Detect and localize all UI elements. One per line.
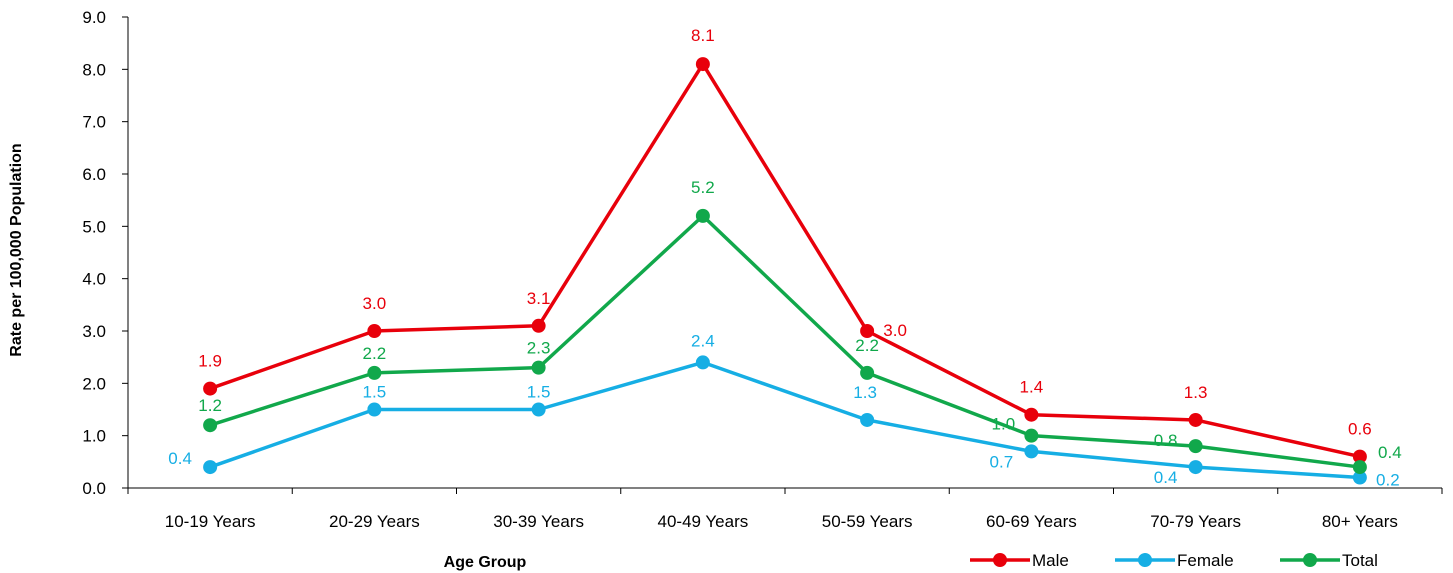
data-point — [367, 324, 382, 338]
data-point — [367, 365, 382, 380]
data-point — [203, 460, 218, 475]
series-line — [209, 62, 1361, 459]
data-label-male: 3.0 — [883, 321, 907, 340]
legend-label: Total — [1342, 551, 1378, 570]
data-point — [860, 412, 875, 427]
data-label-total: 0.4 — [1378, 443, 1402, 462]
x-tick-label: 30-39 Years — [493, 512, 584, 531]
data-label-total: 5.2 — [691, 178, 715, 197]
legend: Male Female Total — [970, 551, 1378, 570]
data-label-female: 0.4 — [168, 449, 192, 468]
x-tick-label: 40-49 Years — [658, 512, 749, 531]
x-tick-label: 20-29 Years — [329, 512, 420, 531]
data-point — [1188, 412, 1203, 427]
y-tick-label: 7.0 — [82, 113, 106, 132]
legend-marker — [1138, 553, 1152, 567]
y-tick-label: 8.0 — [82, 60, 106, 79]
series-male — [203, 57, 1367, 464]
legend-item-male: Male — [970, 551, 1069, 570]
x-tick-label: 10-19 Years — [165, 512, 256, 531]
data-label-male: 1.9 — [198, 352, 222, 371]
y-tick-label: 4.0 — [82, 270, 106, 289]
data-label-female: 0.4 — [1154, 468, 1178, 487]
series-female — [203, 355, 1367, 485]
x-tick-label: 80+ Years — [1322, 512, 1398, 531]
legend-item-female: Female — [1115, 551, 1234, 570]
data-label-male: 1.3 — [1184, 383, 1208, 402]
data-label-total: 2.2 — [363, 344, 387, 363]
x-axis-title: Age Group — [444, 554, 527, 571]
y-axis: 0.0 1.0 2.0 3.0 4.0 5.0 6.0 7.0 8.0 9.0 — [82, 8, 129, 498]
data-label-total: 2.3 — [527, 339, 551, 358]
y-tick-label: 2.0 — [82, 374, 106, 393]
series-layer — [203, 57, 1367, 485]
x-tick-label: 50-59 Years — [822, 512, 913, 531]
data-point — [1352, 470, 1367, 485]
data-point — [531, 318, 546, 333]
series-line — [209, 214, 1361, 469]
data-label-female: 1.5 — [527, 383, 551, 402]
x-axis: 10-19 Years 20-29 Years 30-39 Years 40-49 Y… — [127, 487, 1443, 531]
series-total — [203, 208, 1367, 475]
x-tick-label: 60-69 Years — [986, 512, 1077, 531]
legend-marker — [993, 553, 1007, 567]
data-label-total: 1.2 — [198, 396, 222, 415]
data-point — [860, 324, 875, 338]
data-labels: 1.9 3.0 3.1 8.1 3.0 1.4 1.3 0.6 0.4 1.5 1.5 2.4 1.3 0… — [168, 26, 1401, 489]
data-label-male: 8.1 — [691, 26, 715, 45]
data-point — [695, 57, 710, 72]
legend-label: Female — [1177, 551, 1234, 570]
data-label-female: 0.7 — [990, 452, 1014, 471]
y-tick-label: 6.0 — [82, 165, 106, 184]
data-label-male: 3.1 — [527, 289, 551, 308]
data-label-male: 1.4 — [1020, 378, 1044, 397]
data-point — [1188, 460, 1203, 475]
data-point — [1352, 449, 1367, 464]
data-label-total: 2.2 — [855, 336, 879, 355]
y-tick-label: 1.0 — [82, 427, 106, 446]
data-point — [203, 381, 218, 396]
legend-item-total: Total — [1280, 551, 1378, 570]
data-point — [203, 418, 218, 433]
data-label-female: 0.2 — [1376, 471, 1400, 490]
data-point — [695, 355, 710, 370]
legend-marker — [1303, 553, 1317, 567]
legend-label: Male — [1032, 551, 1069, 570]
y-axis-title: Rate per 100,000 Population — [8, 143, 25, 356]
y-tick-label: 3.0 — [82, 322, 106, 341]
data-point — [1024, 444, 1039, 459]
data-point — [1352, 460, 1367, 475]
data-label-male: 3.0 — [363, 294, 387, 313]
data-label-total: 0.8 — [1154, 431, 1178, 450]
data-point — [1024, 428, 1039, 443]
y-tick-label: 5.0 — [82, 217, 106, 236]
data-point — [531, 360, 546, 375]
x-tick-label: 70-79 Years — [1150, 512, 1241, 531]
data-point — [1024, 407, 1039, 422]
data-label-female: 2.4 — [691, 331, 715, 350]
data-point — [1188, 439, 1203, 454]
data-point — [531, 402, 546, 417]
y-tick-label: 0.0 — [82, 479, 106, 498]
data-label-total: 1.0 — [992, 415, 1016, 434]
data-point — [860, 365, 875, 380]
data-point — [367, 402, 382, 417]
y-tick-label: 9.0 — [82, 8, 106, 27]
data-point — [695, 208, 710, 223]
data-label-male: 0.6 — [1348, 420, 1372, 439]
data-label-female: 1.3 — [853, 383, 877, 402]
series-line — [209, 360, 1360, 480]
data-label-female: 1.5 — [363, 383, 387, 402]
